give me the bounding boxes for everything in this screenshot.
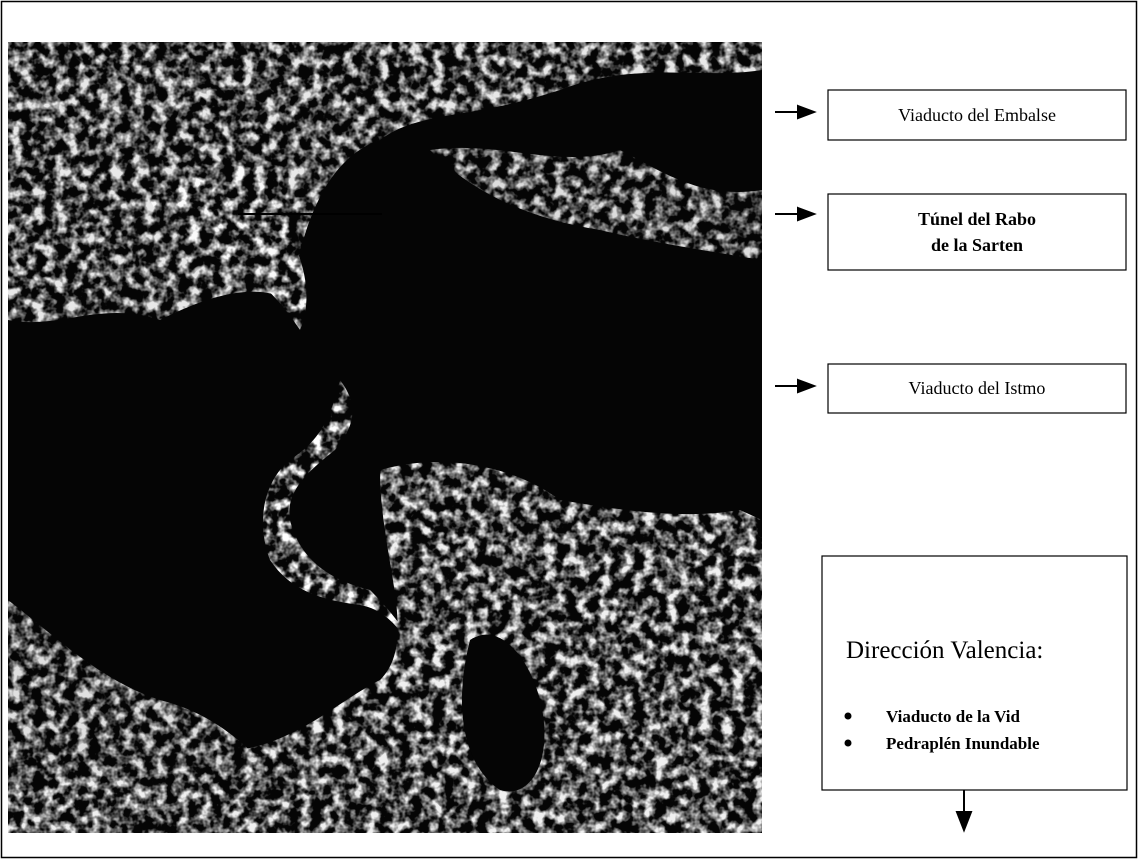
- direction-item: Pedraplén Inundable: [886, 734, 1040, 753]
- body: Viaducto del Embalse Túnel del Rabo de l…: [0, 0, 1138, 859]
- label-text: Viaducto del Embalse: [898, 105, 1056, 125]
- figure: Viaducto del Embalse Túnel del Rabo de l…: [0, 0, 1138, 859]
- label-text: Viaducto del Istmo: [909, 378, 1046, 398]
- direction-box: [822, 556, 1127, 790]
- label-box: [828, 194, 1126, 270]
- aerial-photo: [8, 42, 762, 833]
- direction-item: Viaducto de la Vid: [886, 707, 1021, 726]
- label-text: Túnel del Rabo: [918, 209, 1036, 229]
- direction-title: Dirección Valencia:: [846, 637, 1043, 664]
- label-text: de la Sarten: [931, 235, 1023, 255]
- bullet: [845, 713, 852, 720]
- page: Diagram {"labels": [ {"lines": ["Viaduct…: [0, 0, 1138, 859]
- bullet: [845, 740, 852, 747]
